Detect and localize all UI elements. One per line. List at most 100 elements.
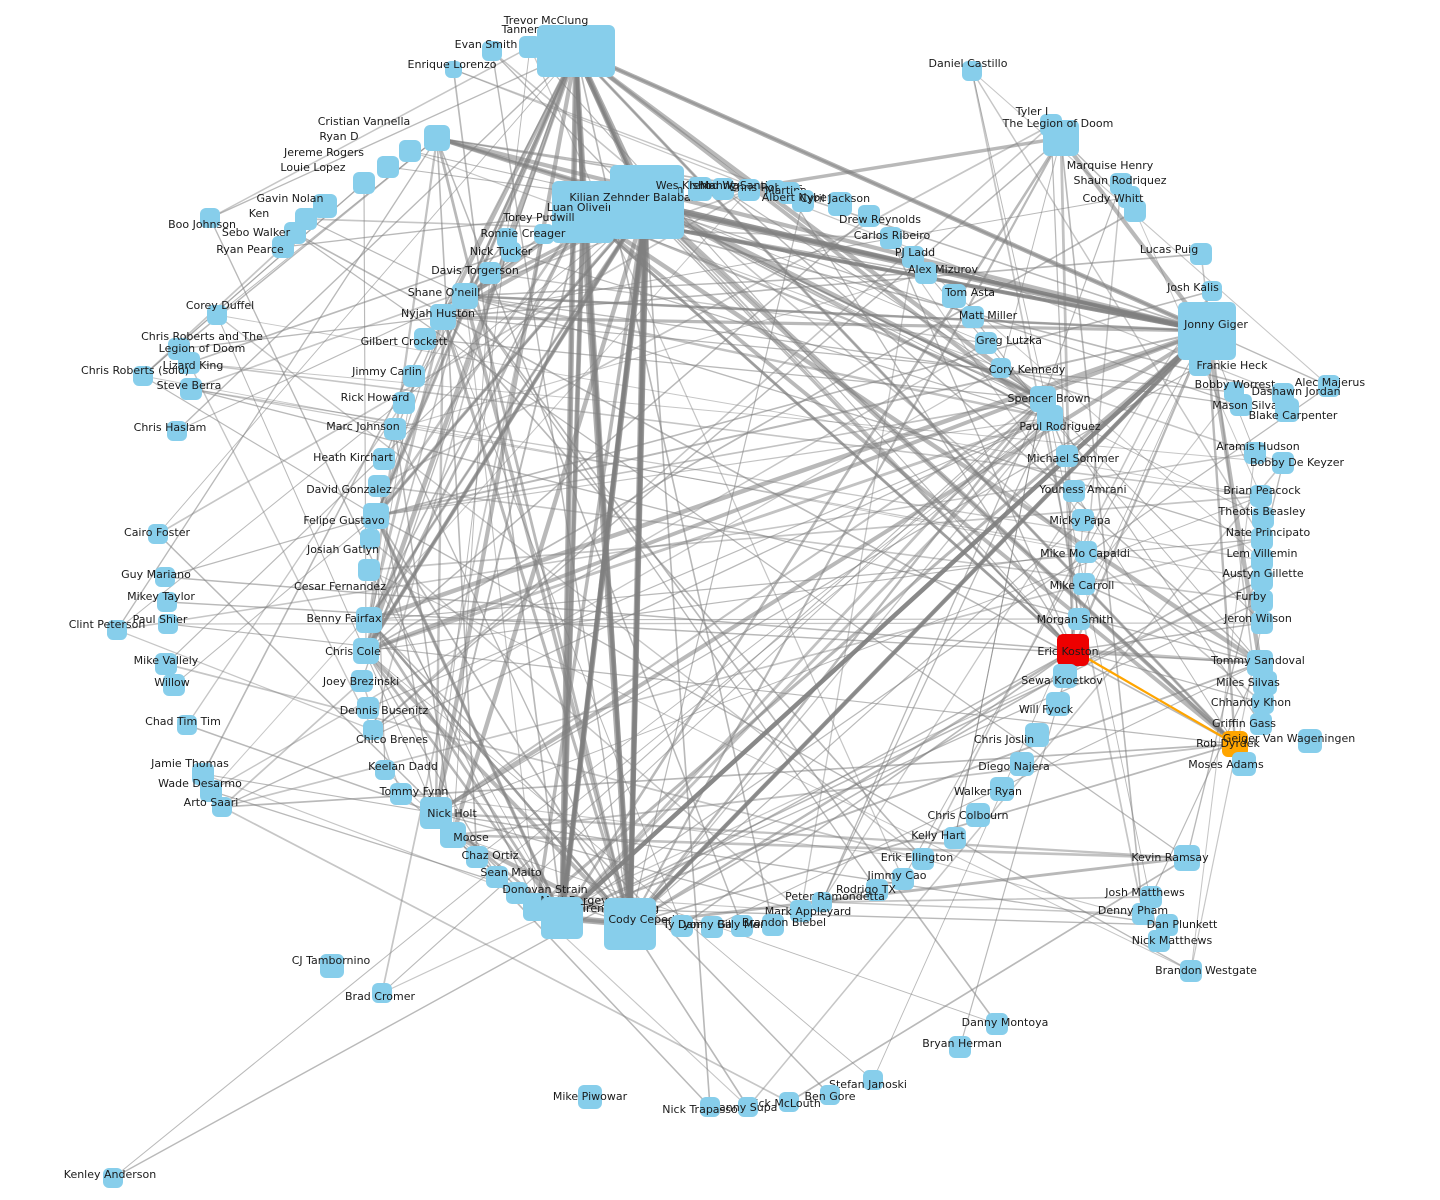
graph-node[interactable] — [792, 190, 814, 212]
graph-node[interactable] — [501, 242, 521, 262]
graph-node[interactable] — [986, 1013, 1008, 1035]
graph-node[interactable] — [167, 421, 187, 441]
graph-node[interactable] — [519, 36, 541, 58]
graph-node[interactable] — [537, 25, 615, 77]
graph-node[interactable] — [414, 328, 436, 350]
graph-node[interactable] — [157, 592, 177, 612]
graph-node[interactable] — [1275, 398, 1299, 422]
graph-node[interactable] — [1046, 692, 1070, 716]
graph-node[interactable] — [178, 352, 200, 374]
graph-node[interactable] — [604, 898, 656, 950]
graph-node[interactable] — [820, 1085, 840, 1105]
graph-node[interactable] — [991, 358, 1011, 378]
graph-node[interactable] — [944, 827, 966, 849]
graph-node[interactable] — [479, 262, 501, 284]
graph-node[interactable] — [1202, 281, 1222, 301]
graph-node[interactable] — [356, 607, 382, 633]
graph-node[interactable] — [363, 720, 383, 740]
graph-node[interactable] — [738, 1097, 758, 1117]
graph-node[interactable] — [1251, 590, 1273, 612]
graph-node[interactable] — [1057, 634, 1089, 666]
graph-node[interactable] — [1251, 528, 1273, 550]
graph-node[interactable] — [1244, 442, 1266, 464]
graph-node[interactable] — [966, 803, 990, 827]
graph-node[interactable] — [393, 392, 415, 414]
graph-node[interactable] — [790, 900, 812, 922]
graph-node[interactable] — [506, 882, 528, 904]
graph-node[interactable] — [358, 559, 380, 581]
graph-node[interactable] — [1298, 729, 1322, 753]
graph-node[interactable] — [313, 194, 337, 218]
graph-node[interactable] — [207, 305, 227, 325]
graph-node[interactable] — [1251, 569, 1273, 591]
graph-node[interactable] — [1250, 713, 1272, 735]
graph-node[interactable] — [372, 983, 392, 1003]
graph-node[interactable] — [866, 879, 888, 901]
graph-node[interactable] — [1068, 608, 1090, 630]
graph-node[interactable] — [353, 638, 379, 664]
graph-node[interactable] — [1053, 664, 1077, 688]
graph-node[interactable] — [486, 866, 508, 888]
graph-node[interactable] — [200, 780, 222, 802]
graph-node[interactable] — [360, 529, 380, 549]
graph-node[interactable] — [482, 41, 502, 61]
graph-node[interactable] — [858, 205, 880, 227]
graph-node[interactable] — [541, 897, 583, 939]
graph-node[interactable] — [353, 172, 375, 194]
graph-node[interactable] — [466, 846, 488, 868]
graph-node[interactable] — [1318, 375, 1340, 397]
graph-node[interactable] — [1251, 549, 1273, 571]
graph-node[interactable] — [177, 715, 197, 735]
graph-node[interactable] — [155, 653, 177, 675]
graph-node[interactable] — [373, 448, 395, 470]
graph-node[interactable] — [701, 916, 723, 938]
graph-node[interactable] — [155, 567, 175, 587]
graph-node[interactable] — [1056, 445, 1078, 467]
graph-node[interactable] — [779, 1092, 799, 1112]
graph-node[interactable] — [1252, 692, 1274, 714]
graph-node[interactable] — [863, 1070, 883, 1090]
graph-node[interactable] — [762, 914, 784, 936]
graph-node[interactable] — [1037, 405, 1063, 431]
graph-node[interactable] — [892, 868, 914, 890]
graph-node[interactable] — [320, 954, 344, 978]
graph-node[interactable] — [399, 140, 421, 162]
graph-node[interactable] — [148, 524, 168, 544]
graph-node[interactable] — [1140, 886, 1162, 908]
graph-node[interactable] — [133, 366, 153, 386]
graph-node[interactable] — [534, 224, 554, 244]
graph-node[interactable] — [700, 1097, 720, 1117]
graph-node[interactable] — [1132, 903, 1154, 925]
graph-node[interactable] — [368, 475, 390, 497]
graph-node[interactable] — [192, 763, 214, 785]
graph-node[interactable] — [1178, 302, 1236, 360]
graph-node[interactable] — [1272, 452, 1294, 474]
graph-node[interactable] — [1250, 485, 1272, 507]
graph-node[interactable] — [880, 227, 902, 249]
graph-node[interactable] — [1252, 507, 1274, 529]
graph-node[interactable] — [1174, 845, 1200, 871]
graph-node[interactable] — [452, 283, 478, 309]
graph-node[interactable] — [375, 760, 395, 780]
graph-node[interactable] — [1063, 480, 1085, 502]
graph-node[interactable] — [962, 61, 982, 81]
graph-node[interactable] — [163, 674, 185, 696]
graph-node[interactable] — [552, 181, 614, 243]
graph-node[interactable] — [962, 306, 984, 328]
graph-node[interactable] — [812, 892, 832, 912]
graph-node[interactable] — [440, 822, 466, 848]
graph-node[interactable] — [390, 783, 412, 805]
graph-node[interactable] — [1232, 752, 1256, 776]
graph-node[interactable] — [1180, 960, 1202, 982]
graph-node[interactable] — [1073, 573, 1095, 595]
graph-node[interactable] — [384, 418, 406, 440]
graph-node[interactable] — [688, 177, 712, 201]
graph-node[interactable] — [1189, 354, 1211, 376]
graph-node[interactable] — [1043, 120, 1079, 156]
graph-node[interactable] — [180, 378, 202, 400]
graph-node[interactable] — [828, 192, 852, 216]
graph-node[interactable] — [578, 1085, 602, 1109]
graph-node[interactable] — [103, 1168, 123, 1188]
graph-node[interactable] — [671, 915, 693, 937]
